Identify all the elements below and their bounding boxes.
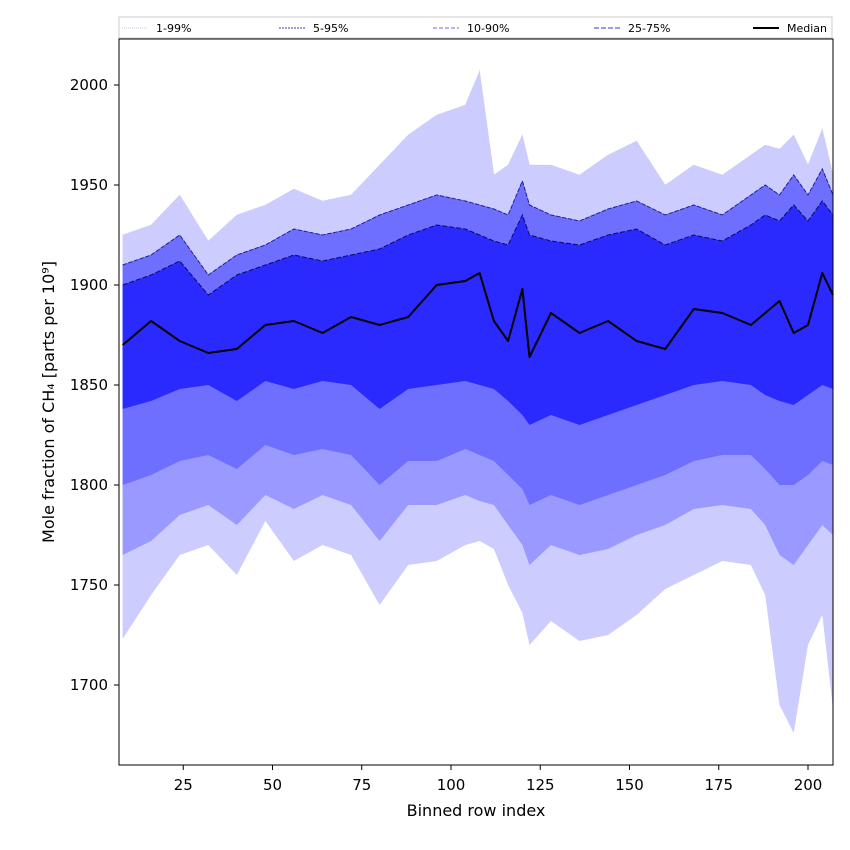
- legend-box: [118, 16, 833, 39]
- percentile-bands: [122, 71, 834, 733]
- x-tick-label: 200: [794, 776, 823, 794]
- x-tick-label: 150: [615, 776, 644, 794]
- x-tick-label: 75: [352, 776, 371, 794]
- line-1-99-upper: [122, 69, 834, 242]
- x-tick-label: 175: [704, 776, 733, 794]
- line-5-95-upper: [122, 168, 834, 276]
- x-tick-label: 100: [437, 776, 466, 794]
- legend-label: 1-99%: [156, 22, 191, 35]
- x-tick-label: 125: [526, 776, 555, 794]
- y-tick-label: 1700: [70, 676, 108, 694]
- median-line: [121, 272, 834, 358]
- percentile-lines: [121, 69, 834, 358]
- y-tick-label: 1900: [70, 276, 108, 294]
- legend-label: Median: [787, 22, 827, 35]
- legend: 1-99% 5-95% 10-90% 25-75% Median: [118, 16, 833, 39]
- legend-label: 10-90%: [467, 22, 509, 35]
- y-tick-label: 1750: [70, 576, 108, 594]
- y-tick-label: 1950: [70, 176, 108, 194]
- y-axis-label: Mole fraction of CH₄ [parts per 10⁹]: [39, 261, 58, 543]
- y-tick-label: 2000: [70, 76, 108, 94]
- x-tick-label: 25: [174, 776, 193, 794]
- x-axis-label: Binned row index: [407, 801, 546, 820]
- y-axis: 1700 1750 1800 1850 1900 1950 2000: [70, 76, 119, 694]
- legend-label: 25-75%: [628, 22, 670, 35]
- band-25-75: [122, 201, 834, 425]
- x-tick-label: 50: [263, 776, 282, 794]
- y-tick-label: 1800: [70, 476, 108, 494]
- line-25-75-upper: [122, 200, 834, 296]
- x-axis: 25 50 75 100 125 150 175 200: [174, 765, 823, 794]
- legend-label: 5-95%: [313, 22, 348, 35]
- plot-frame: [118, 38, 834, 766]
- y-tick-label: 1850: [70, 376, 108, 394]
